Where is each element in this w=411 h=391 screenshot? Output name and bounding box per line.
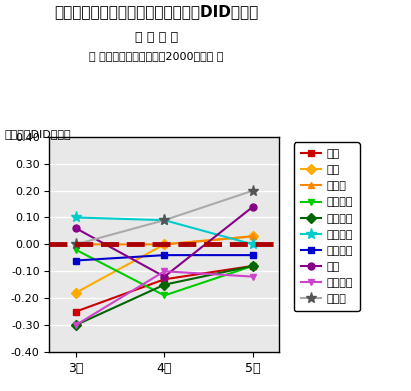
被覆履物	[74, 323, 79, 327]
保健医療	[74, 215, 79, 220]
他支出	[250, 188, 255, 193]
住居	[74, 291, 79, 295]
家具家事	[74, 248, 79, 252]
Text: （ 総務省家計調査月報・2000年実質 ）: （ 総務省家計調査月報・2000年実質 ）	[89, 51, 224, 61]
Line: 他支出: 他支出	[70, 185, 259, 250]
Line: 家具家事: 家具家事	[72, 246, 256, 299]
交通通信	[162, 253, 167, 257]
住居	[250, 234, 255, 239]
被覆履物	[250, 264, 255, 268]
Line: 水光熱: 水光熱	[72, 233, 256, 248]
Line: 教養娯楽: 教養娯楽	[72, 268, 256, 328]
水光熱	[74, 242, 79, 247]
Line: 食料: 食料	[72, 262, 256, 315]
Line: 保健医療: 保健医療	[70, 212, 259, 250]
教養娯楽	[74, 323, 79, 327]
家具家事	[250, 264, 255, 268]
Text: ［ 関 東 ］: ［ 関 東 ］	[135, 31, 178, 44]
他支出	[162, 218, 167, 222]
食料	[162, 277, 167, 282]
Line: 被覆履物: 被覆履物	[72, 262, 256, 328]
水光熱	[250, 234, 255, 239]
教育	[250, 204, 255, 209]
保健医療	[250, 242, 255, 247]
Text: 対例年比DID変化率: 対例年比DID変化率	[4, 129, 71, 139]
教育	[74, 226, 79, 231]
家具家事	[162, 293, 167, 298]
他支出	[74, 242, 79, 247]
Line: 住居: 住居	[72, 233, 256, 296]
教養娯楽	[162, 269, 167, 274]
Legend: 食料, 住居, 水光熱, 家具家事, 被覆履物, 保健医療, 交通通信, 教育, 教養娯楽, 他支出: 食料, 住居, 水光熱, 家具家事, 被覆履物, 保健医療, 交通通信, 教育,…	[294, 142, 360, 311]
食料	[74, 309, 79, 314]
水光熱	[162, 242, 167, 247]
Line: 交通通信: 交通通信	[72, 252, 256, 264]
交通通信	[250, 253, 255, 257]
Text: 東日本大震災後の家計サービス支出DID変化率: 東日本大震災後の家計サービス支出DID変化率	[54, 4, 258, 19]
教養娯楽	[250, 274, 255, 279]
被覆履物	[162, 282, 167, 287]
教育	[162, 274, 167, 279]
交通通信	[74, 258, 79, 263]
保健医療	[162, 218, 167, 222]
住居	[162, 242, 167, 247]
Line: 教育: 教育	[72, 203, 256, 280]
食料	[250, 264, 255, 268]
